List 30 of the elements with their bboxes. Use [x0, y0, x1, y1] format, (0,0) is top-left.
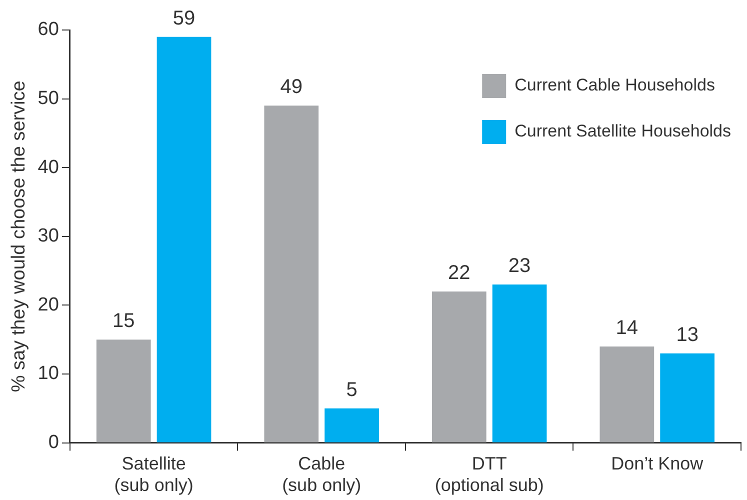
legend-label: Current Cable Households: [514, 76, 715, 95]
x-tick-label: DTT (optional sub): [434, 454, 544, 496]
bar: [324, 408, 379, 442]
bar: [156, 36, 212, 442]
legend-label: Current Satellite Households: [514, 122, 732, 141]
bar: [432, 291, 486, 442]
y-tick-label: 40: [38, 156, 59, 178]
bar: [492, 284, 547, 442]
data-label: 22: [448, 262, 470, 284]
data-label: 13: [676, 324, 698, 346]
y-tick-label: 10: [38, 363, 59, 384]
bar: [264, 106, 319, 442]
y-tick-label: 50: [38, 88, 59, 110]
y-axis-title: % say they would choose the service: [8, 80, 30, 392]
bar: [660, 353, 714, 442]
data-label: 59: [172, 7, 196, 30]
x-tick-label: Don’t Know: [611, 454, 704, 474]
y-tick-label: 30: [38, 226, 59, 247]
x-tick-label: Cable (sub only): [282, 454, 362, 496]
y-tick-label: 0: [48, 432, 59, 454]
data-label: 49: [280, 76, 303, 98]
data-label: 5: [346, 378, 358, 401]
bar: [600, 346, 654, 442]
data-label: 14: [616, 316, 638, 339]
y-tick-label: 20: [38, 294, 59, 316]
data-label: 23: [508, 255, 531, 278]
bar: [96, 340, 151, 442]
x-tick-label: Satellite (sub only): [114, 454, 194, 496]
data-label: 15: [112, 310, 135, 332]
y-tick-label: 60: [38, 19, 59, 40]
